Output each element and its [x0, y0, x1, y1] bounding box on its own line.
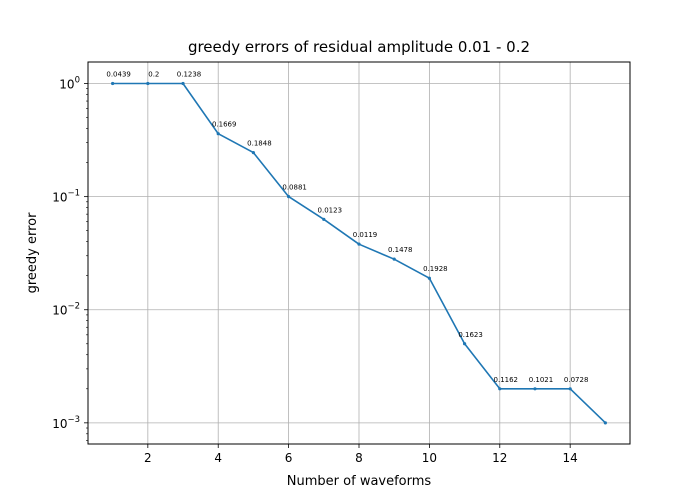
- y-tick-label: 10−1: [52, 189, 80, 205]
- data-point: [322, 217, 326, 221]
- data-point: [392, 257, 396, 261]
- x-axis-label: Number of waveforms: [287, 474, 432, 489]
- data-point: [533, 387, 537, 391]
- data-point: [603, 421, 607, 425]
- ticks: 2 4 6 8 10 12 14 100 10−1 10−2 10−3: [52, 76, 578, 465]
- data-label: 0.1238: [177, 71, 202, 79]
- y-axis-label: greedy error: [25, 212, 40, 294]
- x-tick-label: 6: [285, 451, 293, 465]
- y-tick-label: 100: [59, 76, 80, 92]
- chart-title: greedy errors of residual amplitude 0.01…: [188, 38, 530, 56]
- data-label: 0.2: [148, 71, 159, 79]
- data-point: [111, 81, 115, 86]
- data-label: 0.0881: [282, 184, 307, 192]
- data-point: [251, 151, 256, 155]
- x-tick-label: 14: [563, 451, 578, 465]
- x-tick-label: 8: [355, 451, 363, 465]
- data-label: 0.1669: [212, 121, 237, 129]
- data-label: 0.1928: [423, 265, 448, 273]
- data-point: [181, 81, 185, 86]
- y-tick-label: 10−2: [52, 302, 80, 318]
- data-label: 0.1162: [494, 376, 519, 384]
- data-label: 0.1848: [247, 140, 272, 148]
- data-point: [216, 132, 220, 136]
- data-label: 0.0439: [106, 71, 131, 79]
- data-label: 0.0123: [318, 206, 343, 214]
- grid: [88, 62, 630, 444]
- series-layer: 0.0439 0.2 0.1238 0.1669 0.1848 0.0881 0.0123 0…: [106, 71, 607, 425]
- x-tick-label: 10: [422, 451, 437, 465]
- data-label: 0.1478: [388, 246, 413, 254]
- data-point: [357, 242, 361, 246]
- y-tick-label: 10−3: [52, 415, 80, 431]
- data-point: [498, 387, 502, 391]
- data-point: [287, 195, 291, 199]
- data-point: [568, 387, 572, 391]
- data-label: 0.0119: [353, 231, 378, 239]
- x-tick-label: 4: [214, 451, 222, 465]
- data-label: 0.0728: [564, 376, 589, 384]
- data-label: 0.1021: [529, 376, 554, 384]
- x-tick-label: 2: [144, 451, 152, 465]
- data-point: [427, 276, 431, 280]
- data-label: 0.1623: [458, 331, 483, 339]
- x-tick-label: 12: [492, 451, 507, 465]
- data-point: [146, 81, 150, 86]
- data-point: [462, 342, 467, 346]
